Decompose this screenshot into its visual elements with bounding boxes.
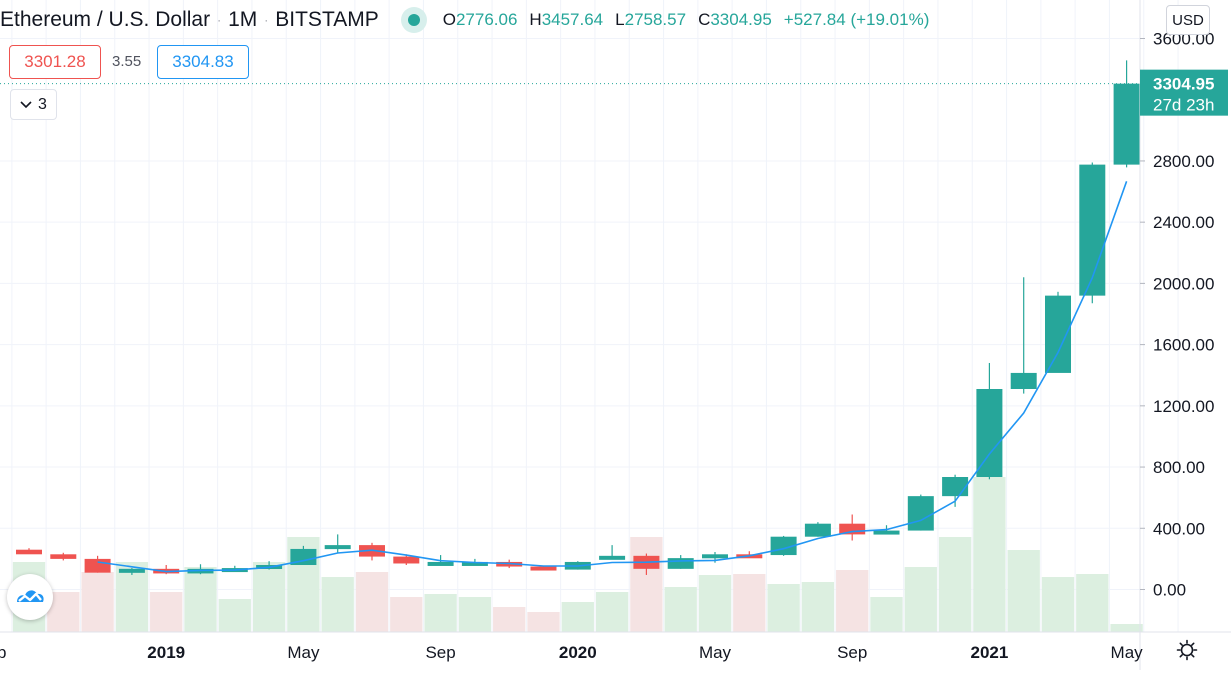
candle-body[interactable] [530,566,557,571]
indicators-toggle-button[interactable]: 3 [10,89,57,120]
volume-bar [321,577,354,632]
exchange-label: BITSTAMP [275,8,379,31]
y-tick-label: 1600.00 [1153,336,1214,355]
chevron-down-icon [20,100,32,108]
volume-bar [801,582,835,632]
candle-body[interactable] [1113,83,1140,165]
volume-bar [561,602,594,632]
volume-bar [1110,624,1143,632]
candle-body[interactable] [16,549,42,555]
volume-bar [836,570,869,632]
candle-body[interactable] [324,545,351,550]
y-tick-label: 0.00 [1153,581,1186,600]
open-label: O [442,10,456,29]
x-tick-label: May [287,643,320,662]
volume-bar [767,584,800,632]
close-value: 3304.95 [710,10,772,29]
y-tick-label: 400.00 [1153,519,1205,538]
volume-bar [424,594,457,632]
candle-body[interactable] [1010,372,1037,389]
currency-button[interactable]: USD [1166,5,1210,35]
moving-average-line [97,181,1128,573]
y-tick-label: 2400.00 [1153,213,1214,232]
x-tick-label: Sep [425,643,455,662]
candle-body[interactable] [50,554,77,559]
market-status-icon[interactable] [400,7,427,33]
volume-bar [1076,574,1109,632]
x-tick-label: May [1111,643,1144,662]
x-tick-label: 2019 [147,643,185,662]
bar-countdown: 27d 23h [1153,96,1214,115]
chart-header: Ethereum / U.S. Dollar · 1M · BITSTAMP O… [0,6,929,34]
candle-body[interactable] [461,561,488,566]
candle-body[interactable] [804,523,831,537]
volume-bar [904,567,937,632]
low-value: 2758.57 [624,10,687,29]
y-tick-label: 2800.00 [1153,152,1214,171]
tradingview-logo-icon[interactable] [7,574,53,620]
spread-value: 3.55 [112,53,142,70]
volume-bar [355,572,389,632]
volume-bar [493,607,526,632]
candle-body[interactable] [839,523,866,535]
volume-bar [698,575,732,632]
candle-body[interactable] [393,556,420,564]
volume-bar [733,574,766,632]
symbol-title[interactable]: Ethereum / U.S. Dollar [0,8,211,31]
candle-body[interactable] [702,554,728,559]
volume-bar [218,599,251,632]
volume-bar [630,537,663,632]
volume-bar [1041,577,1075,632]
candle-body[interactable] [976,388,1003,478]
volume-bar [390,597,423,632]
y-tick-label: 2000.00 [1153,274,1214,293]
y-tick-label: 1200.00 [1153,397,1214,416]
volume-bar [938,537,972,632]
candle-body[interactable] [1079,164,1106,296]
sell-price-button[interactable]: 3301.28 [9,45,101,79]
volume-bar [184,567,217,632]
separator-dot: · [264,13,269,27]
volume-bar [1007,550,1040,632]
current-price-value: 3304.95 [1153,75,1214,94]
candle-body[interactable] [907,496,934,531]
candle-body[interactable] [118,568,145,573]
volume-bar [664,587,697,632]
ohlc-values: O2776.06 H3457.64 L2758.57 C3304.95 +527… [443,10,930,30]
separator-dot: · [217,13,222,27]
candle-body[interactable] [599,555,626,560]
x-tick-label: p [0,643,6,662]
settings-gear-icon[interactable] [1173,636,1201,664]
candle-body[interactable] [873,530,900,535]
volume-bar [973,477,1006,632]
candle-body[interactable] [667,558,694,569]
current-price-tag [1140,69,1228,116]
volume-bar [870,597,903,632]
candle-body[interactable] [84,558,111,573]
change-value: +527.84 (+19.01%) [783,10,930,29]
high-label: H [529,10,542,29]
candle-body[interactable] [942,477,969,497]
candle-body[interactable] [290,548,317,566]
y-tick-label: 800.00 [1153,458,1205,477]
buy-price-button[interactable]: 3304.83 [157,45,249,79]
volume-bar [527,612,560,632]
x-tick-label: Sep [837,643,867,662]
volume-bar [252,562,286,632]
volume-bar [150,592,183,632]
volume-bar [81,572,114,632]
open-value: 2776.06 [455,10,518,29]
volume-bar [595,592,629,632]
x-tick-label: 2021 [970,643,1008,662]
indicators-count: 3 [38,95,47,113]
candle-body[interactable] [427,561,454,566]
interval-label[interactable]: 1M [228,8,258,31]
x-tick-label: May [699,643,732,662]
high-value: 3457.64 [541,10,604,29]
volume-bar [458,597,492,632]
low-label: L [615,10,625,29]
x-tick-label: 2020 [559,643,597,662]
close-label: C [698,10,711,29]
